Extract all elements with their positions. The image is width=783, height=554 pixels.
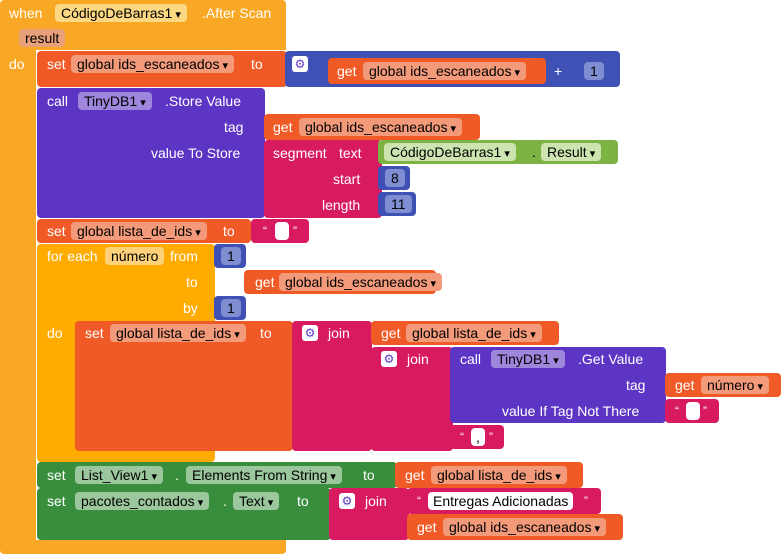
segment-block[interactable] <box>264 140 382 218</box>
tinydb-component-dropdown[interactable]: TinyDB1 <box>78 92 152 110</box>
when-keyword: when <box>9 5 43 21</box>
listview-get-var-dropdown[interactable]: global lista_de_ids <box>431 466 567 484</box>
listview-prop-dropdown[interactable]: Elements From String <box>186 466 342 484</box>
text-component-dropdown[interactable]: CódigoDeBarras1 <box>384 143 516 161</box>
dot-separator: . <box>175 467 179 483</box>
text-label: text <box>339 145 362 161</box>
set-ids-var-dropdown[interactable]: global ids_escaneados <box>71 55 235 73</box>
do-keyword: do <box>9 56 25 72</box>
length-label: length <box>322 197 361 213</box>
inner-set-block[interactable] <box>75 321 293 451</box>
empty-text-field[interactable] <box>275 222 289 240</box>
tag-var-dropdown[interactable]: global ids_escaneados <box>299 118 463 136</box>
set-keyword: set <box>85 325 104 341</box>
get-keyword: get <box>273 119 293 135</box>
open-quote: “ <box>675 404 679 418</box>
gear-icon[interactable]: ⚙ <box>302 325 318 341</box>
dot-separator: . <box>223 493 227 509</box>
by-num-field[interactable]: 1 <box>221 299 241 317</box>
pacotes-component-dropdown[interactable]: pacotes_contados <box>75 492 210 510</box>
get-keyword: get <box>405 467 425 483</box>
foreach-to-var-dropdown[interactable]: global ids_escaneados <box>279 273 443 291</box>
numero-get-dropdown[interactable]: número <box>701 376 770 394</box>
length-num-field[interactable]: 11 <box>385 195 412 213</box>
get-keyword: get <box>255 274 275 290</box>
join-keyword: join <box>365 493 387 509</box>
foreach-do-keyword: do <box>47 325 63 341</box>
listview-component-dropdown[interactable]: List_View1 <box>75 466 164 484</box>
inner-get-var-dropdown[interactable]: global lista_de_ids <box>406 324 542 342</box>
start-label: start <box>333 171 361 187</box>
from-num-field[interactable]: 1 <box>221 247 241 265</box>
get-keyword: get <box>417 519 437 535</box>
tag-label: tag <box>224 119 244 135</box>
gear-icon[interactable]: ⚙ <box>339 493 355 509</box>
pacotes-get-var-dropdown[interactable]: global ids_escaneados <box>443 518 607 536</box>
entregas-text-field[interactable]: Entregas Adicionadas <box>428 492 574 510</box>
close-quote: ” <box>584 494 588 508</box>
open-quote: “ <box>417 494 421 508</box>
open-quote: “ <box>460 430 464 444</box>
segment-keyword: segment <box>273 145 327 161</box>
set-pacotes-to: to <box>297 493 309 509</box>
open-quote: “ <box>263 224 267 238</box>
set-ids-to: to <box>251 56 263 72</box>
value-to-store-label: value To Store <box>151 145 241 161</box>
plus-operator: + <box>554 63 563 79</box>
when-event-name: .After Scan <box>202 5 272 21</box>
get-keyword: get <box>337 63 357 79</box>
when-component-dropdown[interactable]: CódigoDeBarras1 <box>55 4 187 22</box>
inner-lista-var-dropdown[interactable]: global lista_de_ids <box>110 324 246 342</box>
start-num-field[interactable]: 8 <box>385 169 405 187</box>
get-ids-var-dropdown[interactable]: global ids_escaneados <box>363 62 527 80</box>
call-keyword: call <box>47 93 69 109</box>
set-listview-to: to <box>363 467 375 483</box>
set-ids-keyword: set <box>47 56 66 72</box>
dot-separator: . <box>532 144 536 160</box>
call-store-block[interactable] <box>37 88 265 218</box>
get-keyword: get <box>675 377 695 393</box>
by-label: by <box>183 300 198 316</box>
store-value-method: .Store Value <box>165 93 242 109</box>
set-lista-to: to <box>223 223 235 239</box>
gear-icon[interactable]: ⚙ <box>381 351 397 367</box>
set-keyword: set <box>47 493 66 509</box>
result-param[interactable]: result <box>19 29 66 47</box>
lista-var-dropdown[interactable]: global lista_de_ids <box>71 222 207 240</box>
numero-var-field[interactable]: número <box>105 247 165 265</box>
comma-text-field[interactable]: , <box>471 428 485 446</box>
join-block-outer[interactable] <box>292 321 372 451</box>
close-quote: ” <box>703 404 707 418</box>
inner-set-to: to <box>260 325 272 341</box>
empty-text-field[interactable] <box>686 402 700 420</box>
get-keyword: get <box>381 325 401 341</box>
join-keyword: join <box>328 325 350 341</box>
pacotes-prop-dropdown[interactable]: Text <box>233 492 280 510</box>
to-label: to <box>186 274 198 290</box>
text-prop-dropdown[interactable]: Result <box>541 143 602 161</box>
foreach-keyword: for each <box>47 248 98 264</box>
close-quote: ” <box>489 430 493 444</box>
close-quote: ” <box>293 224 297 238</box>
call-keyword: call <box>460 351 482 367</box>
num-1-field[interactable]: 1 <box>584 62 604 80</box>
get-value-method: .Get Value <box>578 351 644 367</box>
getvalue-tag-label: tag <box>626 377 646 393</box>
value-if-tag-not-there-label: value If Tag Not There <box>502 403 640 419</box>
gear-icon[interactable]: ⚙ <box>292 56 308 72</box>
getvalue-component-dropdown[interactable]: TinyDB1 <box>491 350 565 368</box>
from-label: from <box>170 248 198 264</box>
set-keyword: set <box>47 223 66 239</box>
set-keyword: set <box>47 467 66 483</box>
join-keyword: join <box>407 351 429 367</box>
